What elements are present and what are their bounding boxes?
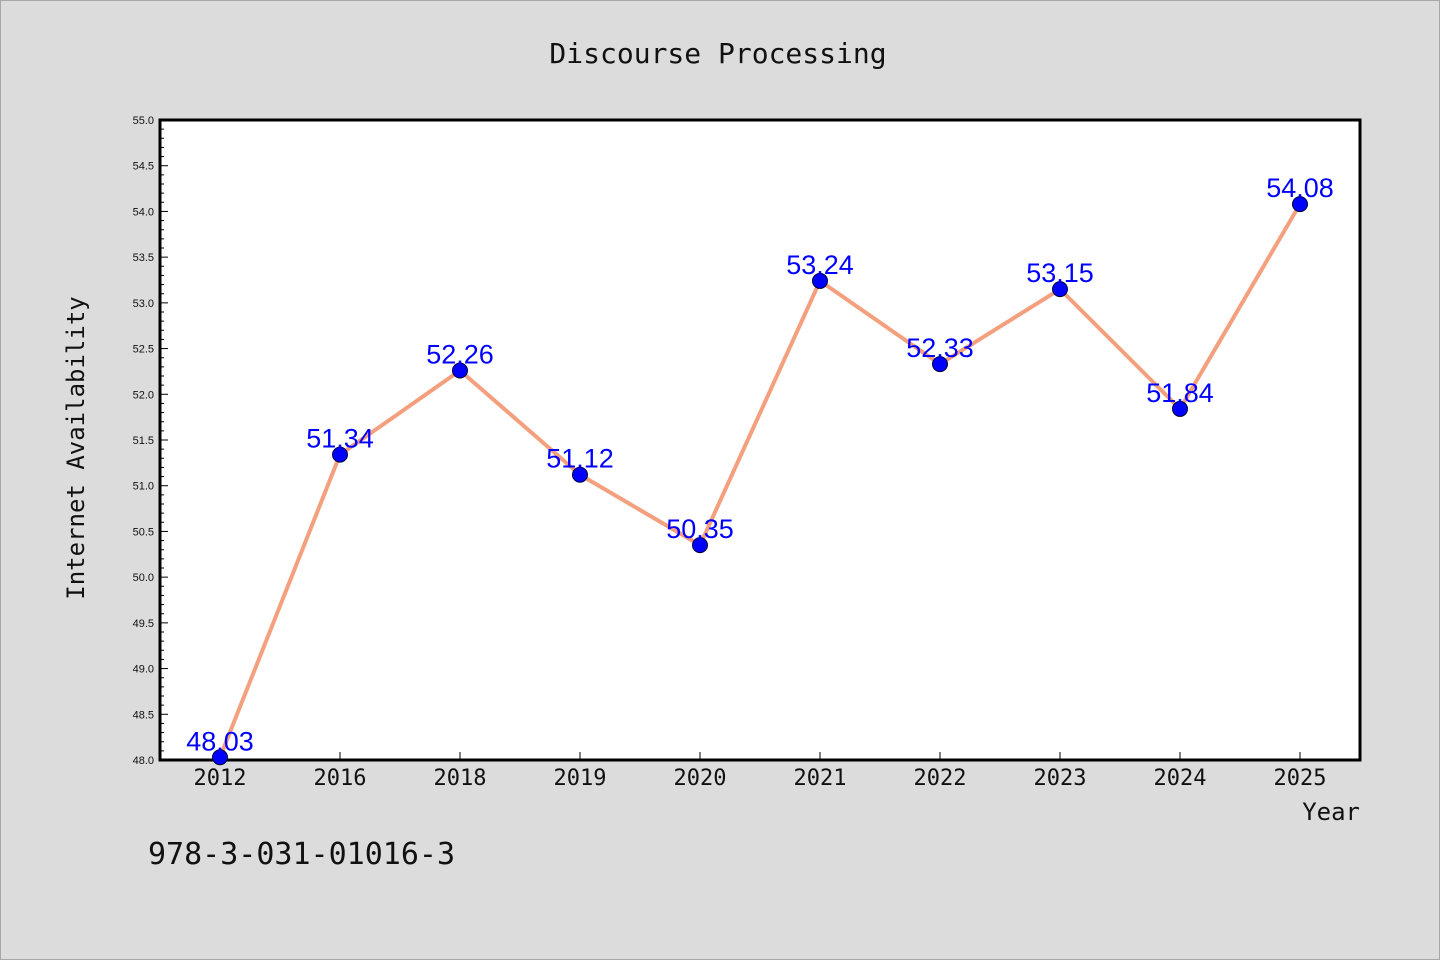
data-point — [1052, 281, 1068, 298]
y-tick-label: 48.5 — [133, 709, 154, 721]
chart-title: Discourse Processing — [549, 37, 886, 70]
data-point — [332, 446, 348, 463]
y-tick-label: 49.5 — [133, 618, 154, 630]
y-axis-label: Internet Availability — [62, 296, 90, 599]
x-tick-label: 2021 — [794, 766, 847, 791]
data-labels: 48.03 51.34 52.26 51.12 50.35 53.24 52.33 53.15… — [186, 173, 1334, 756]
y-tick-label: 51.5 — [133, 435, 154, 447]
y-tick-label: 54.5 — [133, 161, 154, 173]
data-point — [1292, 196, 1308, 213]
y-tick-label: 54.0 — [133, 206, 154, 218]
x-tick-label: 2023 — [1034, 766, 1087, 791]
y-tick-label: 53.5 — [133, 252, 154, 264]
data-label: 54.08 — [1266, 173, 1334, 203]
data-point — [572, 466, 588, 483]
y-axis-ticks: 48.0 48.5 49.0 49.5 50.0 50.5 51.0 51.5 52.0 52.5… — [133, 115, 168, 767]
data-label: 52.33 — [906, 333, 974, 363]
x-axis-ticks: 2012 2016 2018 2019 2020 2021 2022 2023 2024 2025 — [194, 752, 1327, 791]
data-point — [212, 749, 228, 766]
x-tick-label: 2019 — [554, 766, 607, 791]
series-polyline — [218, 203, 1302, 758]
x-tick-label: 2020 — [674, 766, 727, 791]
data-point — [452, 362, 468, 379]
x-tick-label: 2018 — [434, 766, 487, 791]
x-tick-label: 2025 — [1274, 766, 1327, 791]
data-label: 48.03 — [186, 726, 254, 756]
data-point — [1172, 400, 1188, 417]
x-tick-label: 2012 — [194, 766, 247, 791]
y-tick-label: 49.0 — [133, 664, 154, 676]
data-label: 51.12 — [546, 444, 614, 474]
x-axis-label: Year — [1302, 798, 1360, 826]
data-label: 53.15 — [1026, 258, 1094, 288]
data-label: 50.35 — [666, 514, 734, 544]
data-point — [812, 272, 828, 289]
data-label: 53.24 — [786, 250, 854, 280]
y-tick-label: 48.0 — [133, 755, 154, 767]
y-tick-label: 53.0 — [133, 298, 154, 310]
y-tick-label: 50.0 — [133, 572, 154, 584]
y-tick-label: 52.0 — [133, 389, 154, 401]
y-tick-label: 55.0 — [133, 115, 154, 127]
series-line — [218, 203, 1302, 758]
x-tick-label: 2016 — [314, 766, 367, 791]
data-point — [692, 537, 708, 554]
x-tick-label: 2024 — [1154, 766, 1207, 791]
y-tick-label: 52.5 — [133, 344, 154, 356]
x-tick-label: 2022 — [914, 766, 967, 791]
y-tick-label: 50.5 — [133, 526, 154, 538]
isbn-footer: 978-3-031-01016-3 — [148, 837, 455, 872]
data-point — [932, 356, 948, 373]
y-tick-label: 51.0 — [133, 481, 154, 493]
data-label: 51.34 — [306, 424, 374, 454]
data-label: 52.26 — [426, 340, 494, 370]
series-markers — [212, 196, 1308, 766]
data-label: 51.84 — [1146, 378, 1214, 408]
